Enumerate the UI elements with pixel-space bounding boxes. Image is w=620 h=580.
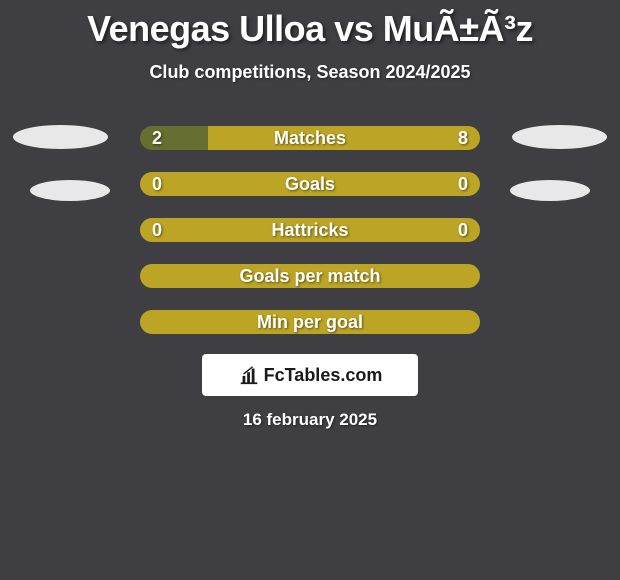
brand-logo-text: FcTables.com	[238, 364, 383, 386]
subtitle: Club competitions, Season 2024/2025	[0, 62, 620, 83]
stat-row: Goals00	[140, 172, 480, 196]
date-text: 16 february 2025	[0, 410, 620, 430]
stat-row: Goals per match	[140, 264, 480, 288]
page-title: Venegas Ulloa vs MuÃ±Ã³z	[0, 8, 620, 50]
stat-row: Hattricks00	[140, 218, 480, 242]
player-right-avatar-small	[510, 180, 590, 201]
stat-segment-right	[140, 310, 480, 334]
stat-segment-right	[140, 264, 480, 288]
stat-row: Min per goal	[140, 310, 480, 334]
stat-row: Matches28	[140, 126, 480, 150]
player-right-avatar-large	[512, 125, 607, 149]
stat-segment-right	[208, 126, 480, 150]
stat-segment-right	[140, 218, 480, 242]
player-left-avatar-small	[30, 180, 110, 201]
comparison-infographic: Venegas Ulloa vs MuÃ±Ã³z Club competitio…	[0, 0, 620, 580]
bar-chart-icon	[238, 364, 260, 386]
stat-segment-left	[140, 126, 208, 150]
stat-segment-right	[140, 172, 480, 196]
player-left-avatar-large	[13, 125, 108, 149]
brand-logo-label: FcTables.com	[264, 365, 383, 386]
brand-logo: FcTables.com	[202, 354, 418, 396]
